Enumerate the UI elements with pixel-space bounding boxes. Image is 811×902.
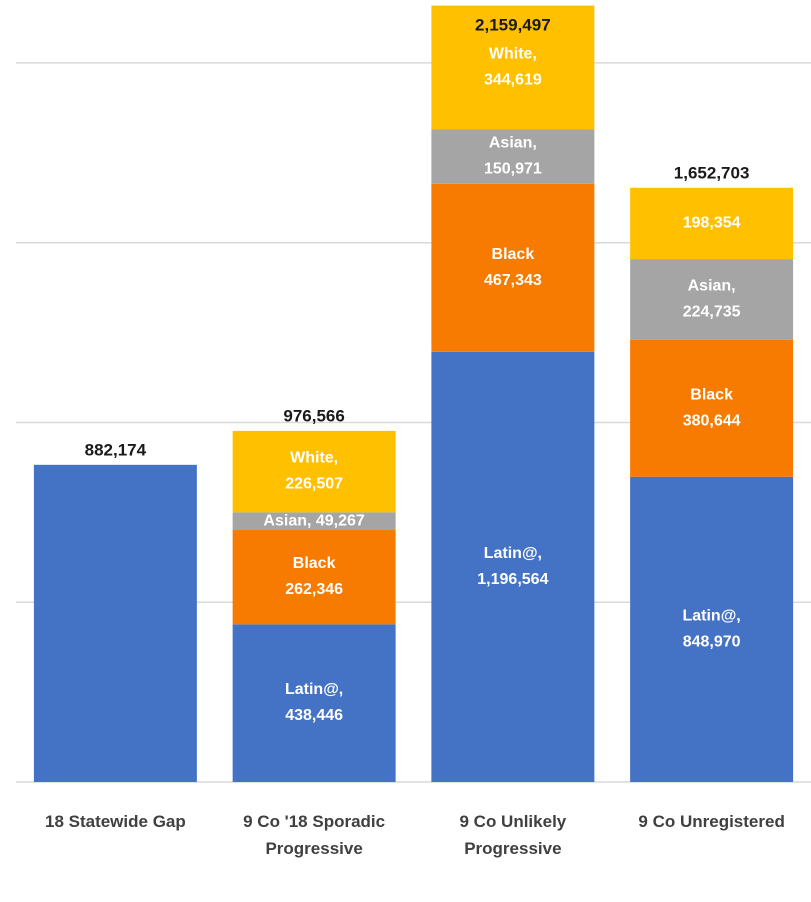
total-label: 1,652,703 [674, 163, 750, 182]
bar-segment [232, 530, 396, 625]
segment-label: White, 344,619 [484, 46, 542, 89]
bar-segment [630, 187, 794, 260]
bar-segment [630, 339, 794, 477]
bar-segment [630, 476, 794, 782]
bar-segment [232, 624, 396, 782]
segment-label: Black 262,346 [285, 555, 343, 598]
bar-segment [232, 512, 396, 531]
segment-label: Asian, 224,735 [683, 278, 741, 321]
segment-label: Latin@, 1,196,564 [477, 545, 548, 588]
bar-segment [431, 183, 595, 352]
bar-segment [431, 5, 595, 130]
bar-segment [232, 430, 396, 513]
segment-label: Asian, 49,267 [263, 512, 365, 529]
x-tick-label: 9 Co '18 Sporadic Progressive [243, 812, 386, 858]
x-tick-label: 18 Statewide Gap [44, 812, 186, 831]
total-label: 882,174 [85, 440, 147, 459]
x-tick-label: 9 Co Unregistered [638, 812, 785, 831]
total-label: 976,566 [283, 406, 344, 425]
segment-label: Latin@, 848,970 [682, 608, 740, 651]
bar-segment [630, 259, 794, 340]
total-label: 2,159,497 [475, 15, 551, 34]
segment-label: Latin@, 438,446 [285, 681, 343, 724]
segment-label: White, 226,507 [285, 450, 343, 493]
segment-label: Asian, 150,971 [484, 135, 542, 178]
bar-segment [431, 351, 595, 782]
segment-label: Black 467,343 [484, 246, 542, 289]
segment-label: 198,354 [683, 215, 741, 232]
segment-label: Black 380,644 [683, 387, 741, 430]
bar-segment [431, 129, 595, 184]
x-tick-label: 9 Co Unlikely Progressive [459, 812, 567, 858]
bar-segment [33, 464, 197, 782]
